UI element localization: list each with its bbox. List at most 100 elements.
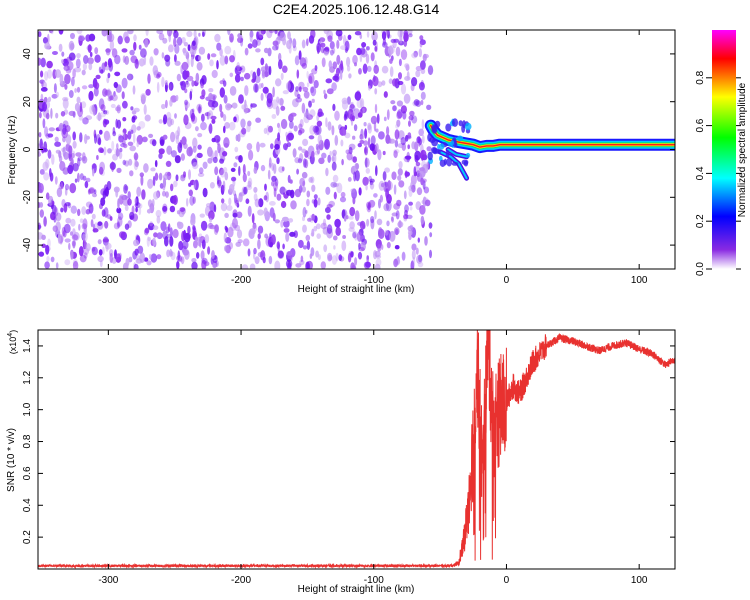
spectrogram-noise-speck bbox=[119, 147, 123, 153]
spectrogram-noise-speck bbox=[188, 169, 191, 180]
spectrogram-noise-speck bbox=[268, 157, 272, 168]
spectrogram-noise-speck bbox=[187, 44, 191, 52]
spectrogram-noise-speck bbox=[243, 108, 251, 113]
spectrogram-noise-speck bbox=[370, 135, 376, 146]
spectrogram-noise-speck bbox=[124, 223, 130, 230]
signal-onset-blob bbox=[439, 143, 445, 150]
spectrogram-noise-speck bbox=[276, 193, 282, 201]
spectrogram-noise-speck bbox=[198, 55, 202, 61]
spectrogram-noise-speck bbox=[173, 37, 177, 47]
spectrogram-noise-speck bbox=[257, 233, 261, 240]
spectrogram-noise-speck bbox=[394, 129, 400, 140]
spectrogram-noise-speck bbox=[303, 91, 310, 99]
spectrogram-noise-speck bbox=[248, 177, 253, 187]
spectrogram-noise-speck bbox=[61, 147, 65, 152]
spectrogram-noise-speck bbox=[416, 136, 421, 144]
signal-tail-branch-core bbox=[447, 148, 468, 158]
spectrogram-noise-speck bbox=[122, 159, 127, 166]
spectrogram-noise-speck bbox=[352, 196, 356, 205]
spectrogram-noise-speck bbox=[40, 70, 44, 78]
spectrogram-noise-speck bbox=[109, 252, 113, 264]
spectrogram-noise-speck bbox=[74, 102, 80, 112]
spectrogram-noise-speck bbox=[143, 104, 147, 115]
spectrogram-noise-speck bbox=[415, 161, 421, 167]
spectrogram-noise-speck bbox=[238, 155, 243, 163]
spectrogram-noise-speck bbox=[400, 105, 407, 114]
spectrogram-noise-speck bbox=[214, 150, 218, 159]
spectrogram-noise-speck bbox=[407, 144, 411, 150]
spectrogram-noise-speck bbox=[334, 73, 340, 83]
spectrogram-noise-speck bbox=[236, 61, 240, 71]
snr-series-line bbox=[38, 330, 675, 569]
spectrogram-noise-speck bbox=[280, 219, 284, 228]
spectrogram-noise-speck bbox=[97, 239, 102, 245]
spectrogram-noise-speck bbox=[237, 239, 243, 244]
spectrogram-noise-speck bbox=[136, 254, 140, 261]
spectrogram-noise-speck bbox=[116, 104, 121, 114]
spectrogram-noise-speck bbox=[295, 86, 300, 92]
spectrogram-noise-speck bbox=[52, 51, 58, 55]
spectrogram-noise-speck bbox=[191, 261, 198, 269]
spectrogram-noise-speck bbox=[156, 254, 162, 260]
spectrogram-noise-speck bbox=[76, 96, 81, 104]
spectrogram-noise-speck bbox=[101, 209, 106, 217]
spectrogram-noise-speck bbox=[262, 256, 266, 264]
spectrogram-noise-speck bbox=[158, 148, 165, 155]
spectrogram-noise-speck bbox=[214, 224, 219, 233]
signal-onset-blob bbox=[439, 159, 446, 167]
colorbar-ticks: 0.0 0.2 0.4 0.6 0.8 bbox=[695, 70, 741, 276]
spectrogram-noise-speck bbox=[82, 231, 88, 242]
spectrogram-noise-speck bbox=[282, 216, 289, 222]
spectrogram-y-axis-label: Frequency (Hz) bbox=[7, 116, 18, 185]
spectrogram-noise-speck bbox=[422, 53, 427, 62]
spectrogram-noise-speck bbox=[58, 183, 64, 190]
spectrogram-noise-speck bbox=[346, 215, 349, 220]
spectrogram-noise-speck bbox=[225, 103, 232, 111]
spectrogram-noise-speck bbox=[365, 53, 370, 64]
spectrogram-noise-speck bbox=[104, 220, 109, 229]
snr-y-tick-label: 1.4 bbox=[22, 339, 33, 353]
spectrogram-noise-speck bbox=[109, 39, 115, 51]
spectrogram-noise-speck bbox=[332, 61, 338, 70]
spectrogram-noise-speck bbox=[374, 88, 378, 95]
spectrogram-noise-speck bbox=[133, 41, 137, 51]
spectrogram-noise-speck bbox=[186, 75, 194, 82]
spectrogram-noise-speck bbox=[363, 261, 371, 269]
spectrogram-noise-speck bbox=[99, 260, 103, 268]
spectrogram-noise-speck bbox=[177, 142, 183, 154]
spectrogram-noise-speck bbox=[298, 50, 302, 61]
spectrogram-noise-speck bbox=[94, 47, 99, 55]
spectrogram-noise-speck bbox=[333, 245, 336, 250]
spectrogram-noise-speck bbox=[106, 30, 113, 35]
signal-band-red bbox=[430, 124, 675, 148]
colorbar-tick-label: 0.6 bbox=[695, 118, 706, 132]
spectrogram-noise-speck bbox=[55, 262, 59, 269]
spectrogram-noise-speck bbox=[47, 96, 52, 103]
spectrogram-noise-speck bbox=[79, 132, 83, 143]
spectrogram-noise-speck bbox=[349, 206, 356, 217]
spectrogram-noise-speck bbox=[386, 220, 390, 227]
spectrogram-noise-speck bbox=[397, 175, 402, 181]
spectrogram-noise-speck bbox=[329, 41, 335, 50]
spectrogram-noise-speck bbox=[366, 46, 370, 51]
spectrogram-noise-speck bbox=[156, 81, 160, 93]
spectrogram-noise-speck bbox=[158, 153, 163, 159]
spectrogram-noise-speck bbox=[140, 48, 147, 58]
spectrogram-noise-speck bbox=[147, 73, 151, 84]
spectrogram-noise-speck bbox=[374, 103, 378, 114]
spectrogram-noise-speck bbox=[192, 40, 196, 47]
spectrogram-noise-speck bbox=[391, 171, 397, 180]
spectrogram-noise-speck bbox=[381, 31, 387, 41]
spectrogram-noise-speck bbox=[374, 263, 381, 269]
spectrogram-noise-speck bbox=[377, 149, 382, 161]
spectrogram-noise-speck bbox=[272, 45, 279, 51]
spectrogram-noise-speck bbox=[133, 152, 139, 161]
spectrogram-noise-speck bbox=[275, 105, 280, 116]
spectrogram-noise-speck bbox=[174, 155, 181, 164]
spectrogram-noise-speck bbox=[199, 213, 205, 218]
spectrogram-noise-speck bbox=[224, 171, 229, 181]
spectrogram-noise-speck bbox=[347, 177, 352, 182]
spectrogram-noise-speck bbox=[183, 50, 189, 56]
spectrogram-noise-speck bbox=[375, 143, 379, 153]
spectrogram-noise-speck bbox=[400, 49, 408, 60]
